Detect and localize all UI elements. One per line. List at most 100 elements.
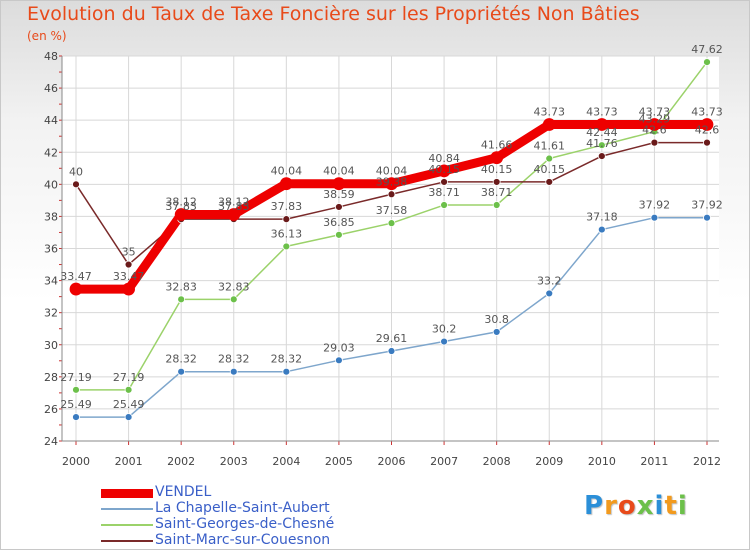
data-label: 29.61 (376, 332, 408, 345)
data-label: 28.32 (271, 353, 303, 366)
data-label: 28.32 (165, 353, 197, 366)
data-point (703, 138, 711, 147)
data-label: 28.32 (218, 353, 250, 366)
data-point (124, 260, 133, 269)
data-label: 32.83 (218, 280, 250, 293)
data-point (335, 203, 343, 211)
x-tick-label: 2010 (588, 455, 616, 468)
data-label: 25.49 (60, 398, 92, 411)
data-point (545, 154, 554, 163)
line-chart: 24 26 28 30 32 34 36 38 40 42 44 46 48 2000 2001 2002 20… (44, 43, 723, 468)
data-point (279, 177, 293, 191)
data-label: 40.15 (481, 163, 513, 176)
x-tick-label: 2009 (535, 455, 563, 468)
x-tick-label: 2001 (115, 455, 143, 468)
legend-swatch (101, 540, 153, 542)
data-point (440, 178, 448, 186)
x-tick-label: 2005 (325, 455, 353, 468)
data-point (332, 177, 346, 191)
data-point (650, 213, 659, 222)
data-point (387, 190, 396, 199)
data-point (335, 356, 343, 365)
legend-label: Saint-Marc-sur-Couesnon (155, 532, 331, 548)
proxiti-logo: Proxiti (584, 491, 688, 521)
x-tick-label: 2012 (693, 455, 721, 468)
x-tick-label: 2007 (430, 455, 458, 468)
data-label: 43.73 (586, 105, 618, 118)
data-label: 40.15 (534, 163, 566, 176)
chart-title: Evolution du Taux de Taxe Foncière sur l… (27, 3, 640, 25)
data-point (385, 177, 398, 191)
legend-swatch (101, 524, 153, 526)
logo-letter: x (636, 491, 655, 521)
data-label: 43.29 (639, 113, 671, 126)
x-tick-label: 2011 (640, 455, 668, 468)
data-point (124, 385, 133, 394)
y-tick-label: 26 (44, 403, 58, 416)
data-label: 32.83 (165, 280, 197, 293)
data-point (492, 328, 501, 336)
y-axis-unit-label: (en %) (27, 29, 67, 43)
data-point (597, 152, 606, 161)
data-label: 29.03 (323, 341, 355, 354)
data-point (124, 413, 133, 421)
data-label: 33.47 (60, 270, 92, 283)
data-label: 40 (69, 165, 83, 178)
data-point (387, 219, 396, 228)
data-label: 37.92 (691, 199, 723, 212)
data-label: 27.19 (113, 371, 145, 384)
data-label: 33.47 (113, 270, 145, 283)
legend-swatch (101, 508, 153, 510)
data-label: 37.83 (165, 200, 197, 213)
data-point (703, 58, 711, 66)
y-tick-label: 36 (44, 243, 58, 256)
data-label: 33.2 (537, 274, 562, 287)
data-point (492, 201, 501, 209)
x-tick-label: 2000 (62, 455, 90, 468)
data-label: 38.71 (428, 186, 460, 199)
legend-label: Saint-Georges-de-Chesné (155, 516, 335, 532)
data-point (440, 337, 448, 346)
y-tick-label: 46 (44, 82, 58, 95)
legend-label: VENDEL (155, 484, 212, 500)
data-point (545, 178, 554, 186)
x-tick-label: 2006 (378, 455, 406, 468)
data-point (282, 242, 291, 251)
data-point (703, 213, 711, 222)
data-label: 42.6 (695, 124, 720, 137)
data-point (595, 118, 609, 131)
logo-letter: i (677, 491, 688, 521)
data-label: 37.83 (218, 200, 250, 213)
data-label: 42.44 (586, 126, 618, 139)
data-label: 39.38 (376, 175, 408, 188)
data-label: 36.85 (323, 216, 355, 229)
y-tick-label: 28 (44, 371, 58, 384)
data-point (72, 385, 80, 394)
y-tick-label: 24 (44, 435, 58, 448)
data-point (227, 208, 241, 221)
data-point (282, 215, 291, 224)
data-label: 41.66 (481, 139, 513, 152)
data-label: 43.73 (639, 105, 671, 118)
data-label: 36.13 (271, 227, 303, 240)
data-label: 40.15 (428, 163, 460, 176)
data-label: 37.58 (376, 204, 408, 217)
y-tick-label: 34 (44, 275, 58, 288)
data-label: 40.84 (428, 152, 460, 165)
legend-swatch (101, 488, 153, 498)
y-tick-label: 38 (44, 210, 58, 223)
data-point (492, 178, 501, 186)
data-label: 47.62 (691, 43, 723, 56)
y-tick-label: 48 (44, 50, 58, 63)
logo-letter: o (617, 491, 637, 521)
data-point (597, 225, 606, 234)
data-point (177, 295, 186, 304)
data-label: 37.18 (586, 211, 618, 224)
data-point (387, 347, 396, 355)
data-point (650, 138, 659, 147)
y-tick-label: 32 (44, 307, 58, 320)
data-label: 43.73 (691, 105, 723, 118)
data-point (542, 118, 556, 131)
x-tick-label: 2002 (167, 455, 195, 468)
